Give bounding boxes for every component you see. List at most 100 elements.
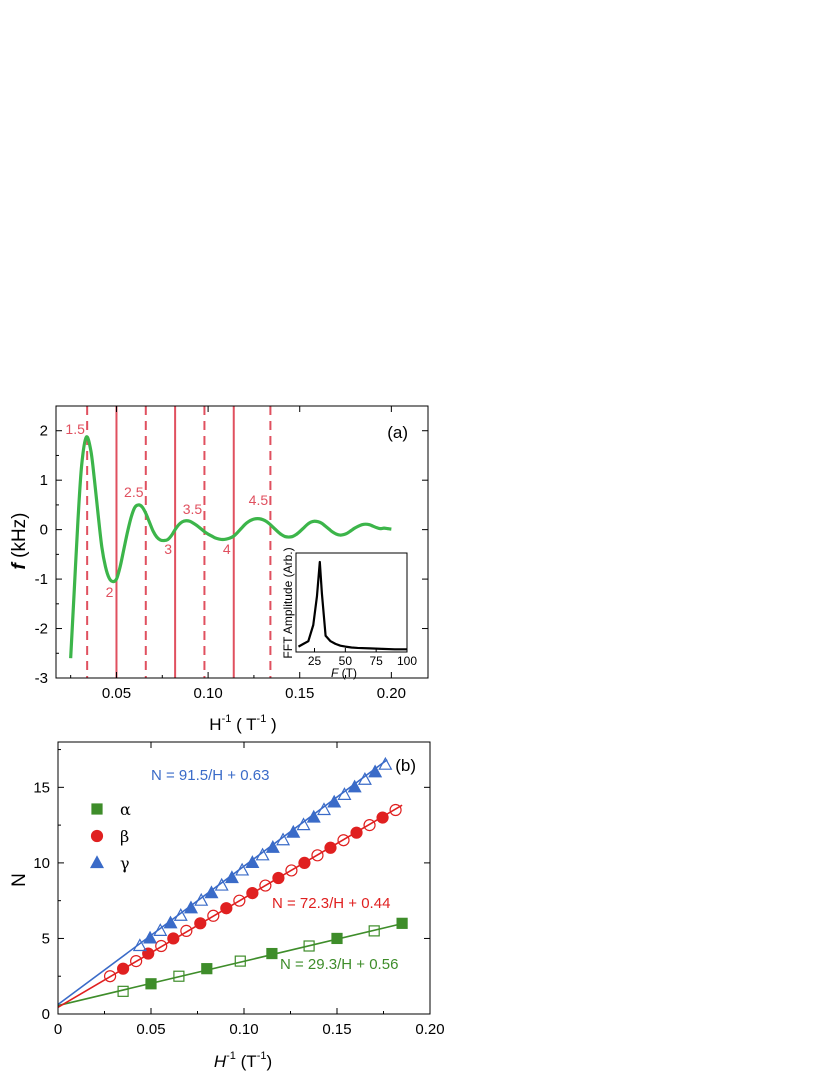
beta-filled-circle	[298, 856, 311, 869]
gamma-open-triangle	[296, 817, 311, 831]
alpha-open-square	[368, 925, 380, 937]
y-tick-label: 1	[40, 472, 48, 489]
gamma-open-triangle	[194, 892, 209, 906]
inset-frame	[295, 552, 408, 653]
x-tick-label: 0	[54, 1021, 62, 1038]
gamma-filled-triangle	[347, 779, 362, 793]
reference-lines	[86, 406, 272, 678]
y-axis-label: N	[9, 873, 30, 887]
x-tick-label: 0.20	[377, 685, 406, 702]
gamma-open-triangle	[173, 908, 188, 921]
dashed-line-label: 4.5	[249, 492, 269, 508]
beta-open-circle	[285, 864, 298, 877]
inset-y-label: FFT Amplitude (Arb.)	[281, 547, 295, 658]
alpha-filled-square	[201, 963, 213, 975]
panel-label: (a)	[387, 423, 408, 442]
x-axis-ticks: 0 0.05 0.10 0.15 0.20	[54, 742, 445, 1038]
alpha-open-square	[234, 955, 246, 967]
alpha-open-square	[173, 970, 185, 982]
x-tick-label: 0.10	[229, 1021, 258, 1038]
alpha-open-square	[303, 940, 315, 952]
beta-filled-circle	[350, 826, 363, 839]
panel-a-oscillation-chart: 0.05 0.10 0.15 0.20 -3 -2 -1 0 1 2 2 3 4 1.5 2.5 3.5 4…	[9, 405, 429, 734]
x-axis-ticks: 0.05 0.10 0.15 0.20	[70, 406, 406, 702]
inset-x-tick-label: 50	[339, 654, 353, 668]
fft-series	[297, 560, 407, 651]
beta-open-circle	[103, 970, 117, 983]
y-tick-label: 5	[42, 930, 50, 947]
y-tick-label: 10	[33, 855, 50, 872]
reference-line-labels: 2 3 4 1.5 2.5 3.5 4.5	[65, 421, 268, 600]
gamma-open-triangle	[337, 787, 352, 800]
inset-x-tick-label: 25	[308, 654, 322, 668]
alpha-filled-square	[91, 803, 103, 815]
gamma-filled-triangle	[327, 794, 342, 808]
alpha-filled-square	[266, 947, 278, 960]
gamma-open-triangle	[153, 923, 168, 936]
y-tick-label: 2	[40, 423, 48, 440]
beta-filled-circle	[376, 811, 389, 824]
gamma-open-triangle	[132, 938, 147, 952]
x-axis-label: H-1 (T-1)	[214, 1050, 272, 1071]
beta-open-circle	[207, 909, 220, 922]
plot-frame	[55, 405, 429, 679]
x-axis-label: H-1 ( T-1 )	[209, 713, 276, 734]
panel-label: (b)	[395, 756, 416, 775]
beta-open-circle	[180, 924, 193, 937]
fit-equation-label: N = 91.5/H + 0.63	[151, 767, 269, 784]
inset-x-ticks: 25 50 75 100	[308, 648, 417, 668]
beta-filled-circle	[90, 829, 104, 843]
beta-open-circle	[311, 849, 324, 862]
beta-open-circle	[259, 879, 272, 892]
y-tick-label: 0	[40, 522, 48, 539]
panel-b-landau-level-chart: 0 0.05 0.10 0.15 0.20 0 5 10 15 αβγ N = 29.3/H …	[9, 741, 445, 1071]
x-tick-label: 0.05	[102, 685, 131, 702]
dashed-line-label: 3.5	[183, 501, 203, 517]
gamma-filled-triangle	[204, 885, 219, 899]
gamma-open-triangle	[378, 756, 393, 770]
alpha-open-square	[117, 985, 129, 997]
solid-line-label: 3	[164, 541, 172, 557]
beta-filled-circle	[194, 917, 207, 930]
alpha-filled-square	[331, 932, 343, 945]
legend: αβγ	[89, 800, 131, 873]
gamma-filled-triangle	[286, 824, 301, 838]
legend-label: γ	[120, 854, 130, 873]
inset-x-label: F (T)	[331, 666, 357, 680]
gamma-filled-triangle	[183, 900, 199, 914]
fit-line	[57, 922, 403, 1007]
solid-line-label: 4	[223, 541, 231, 557]
y-tick-label: -3	[35, 670, 48, 687]
x-tick-label: 0.15	[285, 685, 314, 702]
fft-inset-chart: 25 50 75 100 F (T) FFT Amplitude (Arb.)	[281, 547, 417, 680]
y-axis-label: f (kHz)	[9, 513, 30, 570]
y-tick-label: 0	[42, 1006, 50, 1023]
dashed-line-label: 1.5	[65, 421, 85, 437]
legend-label: β	[120, 827, 129, 846]
gamma-filled-triangle	[306, 809, 321, 823]
beta-open-circle	[233, 894, 246, 907]
fit-equation-label: N = 72.3/H + 0.44	[272, 895, 390, 912]
gamma-open-triangle	[235, 862, 250, 876]
beta-open-circle	[130, 955, 143, 968]
y-tick-label: -1	[35, 571, 48, 588]
x-tick-label: 0.20	[415, 1021, 444, 1038]
gamma-open-triangle	[276, 832, 291, 846]
gamma-filled-triangle	[224, 870, 239, 884]
beta-open-circle	[155, 939, 168, 953]
fit-equation-labels: N = 29.3/H + 0.56 N = 72.3/H + 0.44 N = 91…	[151, 767, 398, 973]
x-tick-label: 0.15	[322, 1021, 351, 1038]
fit-equation-label: N = 29.3/H + 0.56	[280, 956, 398, 973]
gamma-open-triangle	[316, 802, 331, 816]
alpha-filled-square	[396, 917, 408, 929]
solid-line-label: 2	[106, 584, 114, 600]
oscillation-line	[69, 435, 392, 659]
gamma-filled-triangle	[143, 930, 158, 944]
gamma-filled-triangle	[163, 915, 178, 929]
beta-filled-circle	[220, 902, 233, 915]
y-tick-label: -2	[35, 621, 48, 638]
beta-filled-circle	[167, 932, 180, 945]
y-axis-ticks: 0 5 10 15	[33, 749, 430, 1023]
gamma-filled-triangle	[245, 855, 260, 868]
fft-line	[297, 560, 407, 651]
